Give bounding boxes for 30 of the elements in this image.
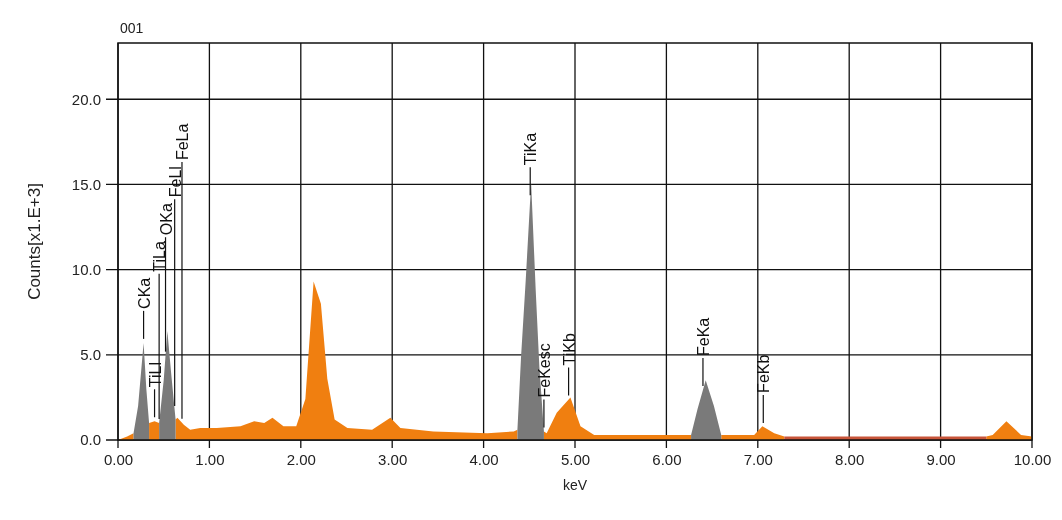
annotation: FeLa [173,123,191,161]
y-axis-title: Counts[x1.E+3] [25,183,44,300]
x-tick-label: 7.00 [743,450,773,468]
annotation: FeKb [755,354,773,393]
annotation: FeLl [166,166,184,198]
x-tick-label: 0.00 [103,450,134,468]
annotation: TiKa [522,132,540,166]
annotation: TiLa [151,241,169,272]
y-tick-label: 10.0 [71,260,101,278]
y-tick-label: 15.0 [71,175,101,193]
annotation: FeKa [694,317,712,357]
x-tick-label: 4.00 [469,450,499,468]
x-tick-label: 3.00 [378,450,408,468]
annotation: TiLl [146,362,164,388]
x-tick-label: 9.00 [926,450,956,468]
chart-title: 001 [120,20,144,36]
x-axis-title: keV [562,477,588,493]
y-tick-label: 20.0 [71,90,101,108]
annotation: OKa [157,203,175,236]
x-tick-label: 5.00 [560,450,591,468]
x-tick-label: 6.00 [652,450,682,468]
x-tick-label: 2.00 [286,450,316,468]
annotation: CKa [135,277,153,309]
y-tick-label: 5.0 [80,346,101,364]
y-tick-label: 0.0 [80,431,101,449]
annotation: TiKb [560,333,578,366]
x-tick-label: 8.00 [835,450,865,468]
x-tick-label: 1.00 [195,450,225,468]
annotation: FeKesc [535,343,553,398]
x-tick-label: 10.00 [1013,450,1052,468]
